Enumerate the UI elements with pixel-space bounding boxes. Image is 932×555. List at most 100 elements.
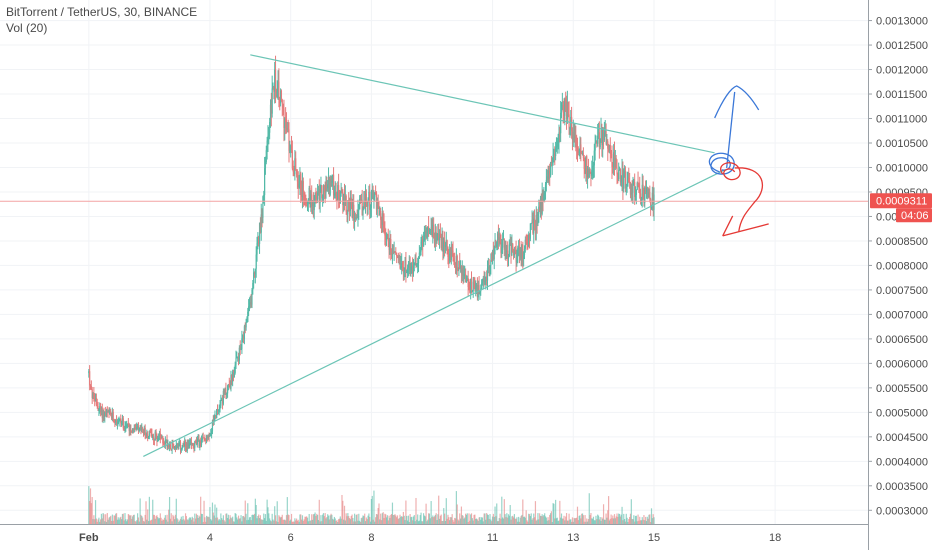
trendline-upper[interactable]: [250, 54, 715, 154]
volume-bar: [430, 501, 432, 524]
candle-body: [483, 278, 485, 283]
candle-body: [323, 185, 325, 192]
volume-bar: [274, 506, 276, 524]
price-tick-label[interactable]: 0.0008500: [876, 236, 928, 248]
candle-body: [393, 251, 395, 254]
price-tick-label[interactable]: 0.0011000: [876, 114, 927, 126]
volume-bar: [463, 518, 465, 524]
candle-body: [306, 202, 309, 204]
volume-bar: [556, 517, 558, 524]
candle-body: [463, 274, 465, 276]
candle-body: [391, 251, 393, 255]
volume-bar: [343, 505, 346, 524]
volume-bar: [306, 516, 308, 524]
volume-bar: [380, 520, 383, 524]
price-tick-label[interactable]: 0.0008000: [876, 260, 928, 272]
candle-body: [428, 229, 431, 232]
price-tick-label[interactable]: 0.0003000: [876, 505, 928, 517]
candle-body: [494, 241, 496, 249]
price-tick-label[interactable]: 0.0007000: [876, 309, 928, 321]
price-tick-label[interactable]: 0.0012500: [876, 40, 928, 52]
candle-body: [408, 263, 410, 265]
volume-bar: [607, 510, 609, 524]
candle-body: [131, 428, 134, 432]
candle-body: [99, 406, 102, 413]
volume-bar: [496, 521, 499, 524]
volume-bar: [414, 521, 416, 524]
symbol-title[interactable]: BitTorrent / TetherUS, 30, BINANCE: [6, 5, 198, 19]
volume-bar: [609, 518, 611, 524]
volume-bar: [275, 521, 277, 524]
volume-bar: [646, 516, 648, 524]
volume-bar: [126, 519, 129, 524]
trendlines[interactable]: [143, 54, 725, 457]
volume-indicator-label[interactable]: Vol (20): [6, 21, 48, 35]
candle-body: [296, 175, 299, 182]
candle-body: [507, 256, 510, 259]
candle-body: [132, 428, 134, 432]
candle-body: [361, 199, 363, 216]
volume-bar: [137, 517, 140, 524]
volume-bar: [216, 517, 219, 524]
hand-drawings: [708, 85, 769, 237]
volume-bar: [196, 515, 198, 524]
price-tick-label[interactable]: 0.0013000: [876, 16, 928, 28]
volume-bar: [321, 521, 323, 524]
candle-body: [380, 211, 382, 220]
time-tick-label[interactable]: 8: [368, 532, 374, 544]
time-tick-label[interactable]: 13: [567, 532, 579, 544]
candle-body: [608, 144, 611, 151]
volume-bar: [140, 514, 142, 524]
last-price-badge[interactable]: [870, 193, 932, 209]
volume-bar: [413, 515, 415, 524]
volume-bar: [130, 515, 132, 524]
time-tick-label[interactable]: 6: [288, 532, 294, 544]
candle-body: [161, 436, 163, 439]
candle-body: [551, 162, 553, 164]
trendline-lower[interactable]: [143, 169, 725, 457]
price-tick-label[interactable]: 0.0003500: [876, 481, 928, 493]
volume-bar: [510, 519, 512, 524]
time-tick-label[interactable]: 15: [648, 532, 660, 544]
volume-bar: [548, 520, 550, 524]
volume-bar: [108, 517, 110, 524]
price-tick-label[interactable]: 0.0004000: [876, 456, 928, 468]
candle-body: [556, 144, 558, 147]
time-tick-label[interactable]: 4: [207, 532, 213, 544]
price-tick-label[interactable]: 0.0007500: [876, 285, 928, 297]
price-tick-label[interactable]: 0.0012000: [876, 65, 928, 77]
time-tick-label[interactable]: Feb: [79, 532, 99, 544]
candle-body: [270, 104, 272, 114]
price-tick-label[interactable]: 0.0004500: [876, 432, 928, 444]
candle-body: [469, 289, 471, 293]
time-tick-label[interactable]: 18: [769, 532, 781, 544]
price-tick-label[interactable]: 0.0006500: [876, 334, 928, 346]
volume-bar: [620, 514, 622, 524]
volume-bar: [248, 519, 250, 524]
candle-body: [95, 397, 97, 405]
price-tick-label[interactable]: 0.0005000: [876, 407, 928, 419]
price-tick-label[interactable]: 0.0010000: [876, 162, 928, 174]
candle-body: [435, 231, 437, 242]
volume-bar: [590, 513, 592, 524]
time-tick-label[interactable]: 11: [487, 532, 498, 544]
red-down-arrow-drawing: [720, 162, 769, 237]
price-tick-label[interactable]: 0.0010500: [876, 138, 928, 150]
candle-body: [422, 238, 424, 247]
candle-body: [545, 179, 547, 185]
candle-body: [324, 191, 326, 193]
volume-bar: [385, 514, 387, 524]
volume-bar: [286, 497, 288, 524]
candle-body: [437, 233, 439, 235]
volume-bar: [561, 518, 563, 524]
candle-body: [523, 254, 525, 259]
volume-bar: [571, 517, 574, 524]
price-tick-label[interactable]: 0.0005500: [876, 383, 928, 395]
price-tick-label[interactable]: 0.0006000: [876, 358, 928, 370]
price-tick-label[interactable]: 0.0011500: [876, 89, 927, 101]
candle-body: [215, 414, 217, 419]
candle-body: [168, 444, 171, 447]
